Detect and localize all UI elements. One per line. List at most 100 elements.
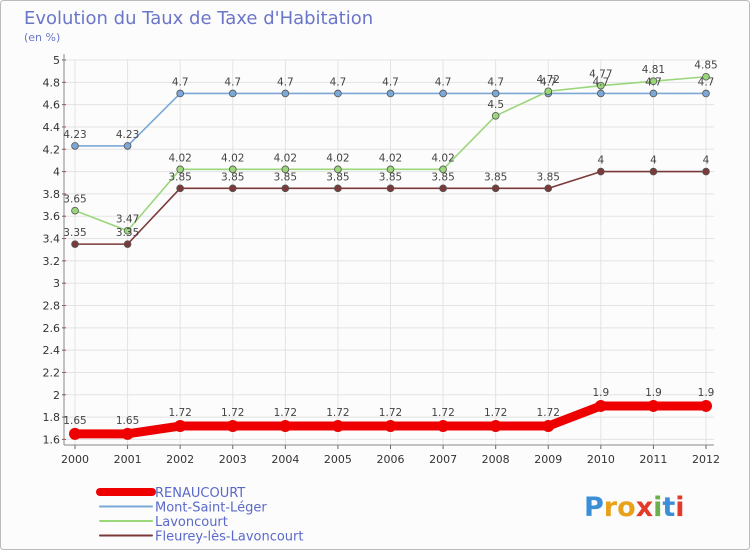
series-point: [123, 226, 132, 235]
data-label: 1.72: [379, 407, 402, 419]
data-label: 3.47: [116, 214, 139, 226]
data-label: 1.72: [221, 407, 244, 419]
logo-letter: r: [604, 492, 618, 523]
x-tick-label: 2010: [587, 453, 615, 466]
series-point: [281, 184, 290, 193]
series-point: [121, 427, 134, 440]
series-point: [386, 165, 395, 174]
legend-label: Mont-Saint-Léger: [155, 501, 267, 516]
series-point: [702, 89, 710, 98]
data-label: 1.72: [274, 407, 297, 419]
y-tick-label: 3.4: [43, 233, 61, 246]
data-label: 4.02: [326, 152, 349, 164]
data-label: 3.85: [537, 171, 560, 183]
series-point: [439, 165, 447, 174]
x-tick-label: 2003: [219, 453, 247, 466]
data-label: 4: [650, 155, 657, 167]
series-point: [71, 240, 79, 248]
series-point: [439, 184, 447, 193]
data-label: 1.72: [537, 407, 560, 419]
legend: RENAUCOURTMont-Saint-LégerLavoncourtFleu…: [96, 486, 304, 545]
data-label: 3.85: [379, 171, 402, 183]
series-point: [647, 399, 660, 412]
data-label: 4.02: [274, 152, 297, 164]
data-label: 4.7: [382, 76, 399, 88]
series-point: [597, 89, 605, 98]
chart-title: Evolution du Taux de Taxe d'Habitation: [24, 8, 373, 29]
data-label: 3.85: [431, 171, 454, 183]
data-label: 4.7: [172, 76, 189, 88]
data-label: 4.77: [589, 69, 612, 81]
y-tick-label: 1.8: [43, 411, 61, 424]
y-tick-label: 2.4: [43, 344, 61, 357]
data-label: 4.81: [642, 64, 665, 76]
series-point: [334, 89, 342, 98]
series-point: [491, 89, 500, 98]
series-point: [176, 165, 184, 174]
data-label: 1.9: [645, 387, 662, 399]
proxiti-logo: Proxiti: [584, 492, 685, 523]
x-tick-label: 2000: [61, 453, 89, 466]
y-tick-label: 2.2: [43, 366, 61, 379]
x-tick-label: 2001: [114, 453, 142, 466]
data-label: 1.72: [484, 407, 507, 419]
data-label: 3.85: [484, 171, 507, 183]
gridlines: [64, 59, 714, 445]
data-label: 4.7: [698, 76, 715, 88]
data-label: 3.85: [326, 171, 349, 183]
logo-letter: t: [662, 492, 675, 523]
series-point: [176, 89, 184, 98]
axes: 1.61.822.22.42.62.833.23.43.63.844.24.44…: [43, 54, 720, 466]
data-label: 4.23: [116, 129, 139, 141]
data-label: 4.02: [379, 152, 402, 164]
y-tick-label: 3: [53, 277, 60, 290]
data-label: 4.72: [537, 74, 560, 86]
x-tick-label: 2011: [639, 453, 667, 466]
y-tick-label: 3.8: [43, 188, 61, 201]
x-tick-label: 2004: [271, 453, 299, 466]
legend-label: RENAUCOURT: [155, 486, 245, 501]
series-point: [123, 142, 132, 150]
data-label: 3.85: [274, 171, 297, 183]
data-label: 3.85: [168, 171, 191, 183]
data-label: 4.7: [277, 76, 294, 88]
series-point: [489, 420, 502, 433]
y-tick-label: 3.2: [43, 255, 61, 268]
y-tick-label: 2: [53, 389, 60, 402]
y-tick-label: 4: [53, 166, 60, 179]
x-tick-label: 2007: [429, 453, 457, 466]
data-label: 4.7: [330, 76, 347, 88]
series-point: [702, 72, 710, 81]
y-tick-label: 4.4: [43, 121, 61, 134]
data-label: 4.85: [694, 60, 717, 72]
series-point: [279, 420, 292, 433]
series-point: [594, 399, 607, 412]
y-tick-label: 5: [53, 54, 60, 67]
data-label: 4.02: [221, 152, 244, 164]
logo-letter: o: [617, 492, 636, 523]
series-point: [597, 81, 605, 90]
data-label: 4: [597, 155, 604, 167]
series-point: [544, 87, 553, 96]
data-label: 1.9: [698, 387, 715, 399]
series-point: [281, 89, 290, 98]
logo-letter: x: [636, 492, 653, 523]
series-point: [174, 420, 187, 433]
series-point: [226, 420, 239, 433]
y-tick-label: 1.6: [43, 433, 61, 446]
y-tick-label: 4.6: [43, 99, 61, 112]
x-tick-label: 2006: [377, 453, 405, 466]
data-label: 4.02: [168, 152, 191, 164]
series-point: [71, 142, 79, 150]
data-label: 3.35: [116, 227, 139, 239]
x-tick-label: 2005: [324, 453, 352, 466]
data-label: 1.65: [63, 415, 86, 427]
x-tick-label: 2002: [166, 453, 194, 466]
series-point: [228, 165, 237, 174]
series-point: [228, 184, 237, 193]
series-point: [491, 184, 500, 193]
data-label: 4: [703, 155, 710, 167]
series-point: [649, 77, 658, 86]
data-labels: 4.23 4.234.7 4.7 4.7 4.7 4.7 4.7 4.7 4.7 4.7 4.7 4.…: [63, 60, 717, 427]
